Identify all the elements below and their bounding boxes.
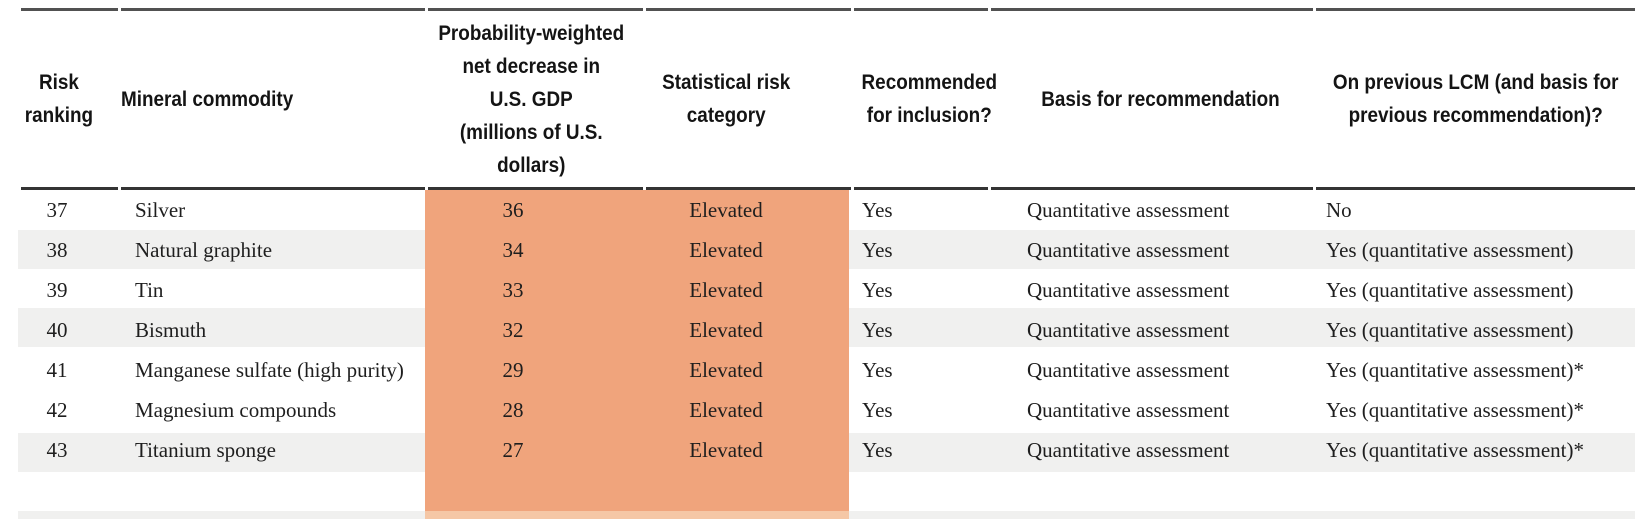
cell-gdp-decrease: 32 xyxy=(502,318,524,342)
header-statistical-risk-category: Statistical risk category xyxy=(646,8,851,190)
cell-recommended-for-inclusion: Yes xyxy=(862,358,893,382)
cell-basis-for-recommendation: Quantitative assessment xyxy=(1027,398,1230,422)
cell-mineral-commodity: Natural graphite xyxy=(135,238,273,262)
cell-recommended-for-inclusion: Yes xyxy=(862,278,893,302)
table-row: 42 Magnesium compounds 28 Elevated Yes Q… xyxy=(21,390,1635,430)
cell-mineral-commodity: Silver xyxy=(135,198,186,222)
cell-previous-lcm: Yes (quantitative assessment)* xyxy=(1326,438,1584,462)
cell-basis-for-recommendation: Quantitative assessment xyxy=(1027,278,1230,302)
cell-statistical-risk-category: Elevated xyxy=(689,398,763,422)
header-basis-for-recommendation: Basis for recommendation xyxy=(991,8,1313,190)
cell-recommended-for-inclusion: Yes xyxy=(862,398,893,422)
header-label: Probability-weighted net decrease in U.S… xyxy=(438,21,625,177)
cell-statistical-risk-category: Elevated xyxy=(689,358,763,382)
header-risk-ranking: Risk ranking xyxy=(21,8,118,190)
table-row: 39 Tin 33 Elevated Yes Quantitative asse… xyxy=(21,270,1635,310)
cell-risk-ranking: 37 xyxy=(46,198,68,222)
cell-statistical-risk-category: Elevated xyxy=(689,438,763,462)
cell-statistical-risk-category: Elevated xyxy=(689,238,763,262)
cell-recommended-for-inclusion: Yes xyxy=(862,238,893,262)
table-row: 41 Manganese sulfate (high purity) 29 El… xyxy=(21,350,1635,390)
header-row: Risk ranking Mineral commodity Probabili… xyxy=(21,8,1635,190)
cell-risk-ranking: 38 xyxy=(46,238,68,262)
cell-gdp-decrease: 28 xyxy=(502,398,524,422)
cell-previous-lcm: Yes (quantitative assessment) xyxy=(1326,238,1574,262)
cell-basis-for-recommendation: Quantitative assessment xyxy=(1027,358,1230,382)
cell-basis-for-recommendation: Quantitative assessment xyxy=(1027,238,1230,262)
cell-risk-ranking: 41 xyxy=(46,358,68,382)
cell-previous-lcm: Yes (quantitative assessment) xyxy=(1326,318,1574,342)
cell-mineral-commodity: Manganese sulfate (high purity) xyxy=(135,358,404,382)
table-row: 37 Silver 36 Elevated Yes Quantitative a… xyxy=(21,190,1635,230)
header-label: Statistical risk category xyxy=(661,71,791,127)
header-previous-lcm: On previous LCM (and basis for previous … xyxy=(1316,8,1635,190)
header-mineral-commodity: Mineral commodity xyxy=(121,8,425,190)
cell-risk-ranking: 43 xyxy=(46,438,68,462)
cell-gdp-decrease: 36 xyxy=(502,198,524,222)
cell-previous-lcm: No xyxy=(1326,198,1352,222)
cell-gdp-decrease: 27 xyxy=(502,438,524,462)
cell-recommended-for-inclusion: Yes xyxy=(862,198,893,222)
header-gdp-decrease: Probability-weighted net decrease in U.S… xyxy=(428,8,643,190)
header-label: On previous LCM (and basis for previous … xyxy=(1332,71,1619,127)
table-row: 40 Bismuth 32 Elevated Yes Quantitative … xyxy=(21,310,1635,350)
cell-statistical-risk-category: Elevated xyxy=(689,278,763,302)
cell-gdp-decrease: 33 xyxy=(502,278,524,302)
header-label: Recommended for inclusion? xyxy=(861,71,998,127)
table-row: 38 Natural graphite 34 Elevated Yes Quan… xyxy=(21,230,1635,270)
header-label: Basis for recommendation xyxy=(1040,87,1280,111)
cell-previous-lcm: Yes (quantitative assessment) xyxy=(1326,278,1574,302)
cell-basis-for-recommendation: Quantitative assessment xyxy=(1027,318,1230,342)
table-body: 37 Silver 36 Elevated Yes Quantitative a… xyxy=(21,190,1635,470)
cell-risk-ranking: 40 xyxy=(46,318,68,342)
cell-mineral-commodity: Magnesium compounds xyxy=(135,398,337,422)
cell-statistical-risk-category: Elevated xyxy=(689,198,763,222)
cell-mineral-commodity: Bismuth xyxy=(135,318,207,342)
table-row: 43 Titanium sponge 27 Elevated Yes Quant… xyxy=(21,430,1635,470)
header-recommended-for-inclusion: Recommended for inclusion? xyxy=(854,8,997,190)
cell-mineral-commodity: Titanium sponge xyxy=(135,438,276,462)
cell-risk-ranking: 42 xyxy=(46,398,68,422)
header-label: Risk ranking xyxy=(24,71,94,127)
cell-basis-for-recommendation: Quantitative assessment xyxy=(1027,198,1230,222)
cell-recommended-for-inclusion: Yes xyxy=(862,438,893,462)
cell-gdp-decrease: 34 xyxy=(502,238,524,262)
header-label: Mineral commodity xyxy=(121,87,294,111)
table-header: Risk ranking Mineral commodity Probabili… xyxy=(21,8,1635,190)
cell-gdp-decrease: 29 xyxy=(502,358,524,382)
highlight-column-band xyxy=(425,190,849,511)
cell-basis-for-recommendation: Quantitative assessment xyxy=(1027,438,1230,462)
cell-recommended-for-inclusion: Yes xyxy=(862,318,893,342)
cell-mineral-commodity: Tin xyxy=(135,278,164,302)
cell-previous-lcm: Yes (quantitative assessment)* xyxy=(1326,398,1584,422)
cell-risk-ranking: 39 xyxy=(46,278,68,302)
cell-statistical-risk-category: Elevated xyxy=(689,318,763,342)
mineral-risk-table: Risk ranking Mineral commodity Probabili… xyxy=(18,8,1638,470)
highlight-column-band-partial xyxy=(425,511,849,519)
cell-previous-lcm: Yes (quantitative assessment)* xyxy=(1326,358,1584,382)
